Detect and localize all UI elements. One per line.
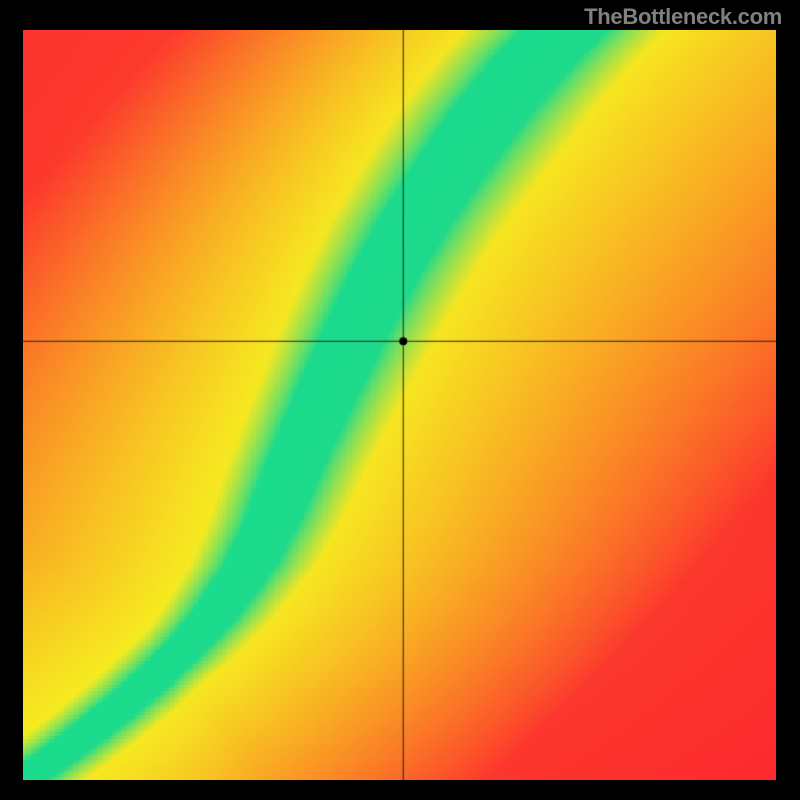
watermark-text: TheBottleneck.com bbox=[584, 4, 782, 30]
bottleneck-heatmap bbox=[23, 30, 776, 780]
